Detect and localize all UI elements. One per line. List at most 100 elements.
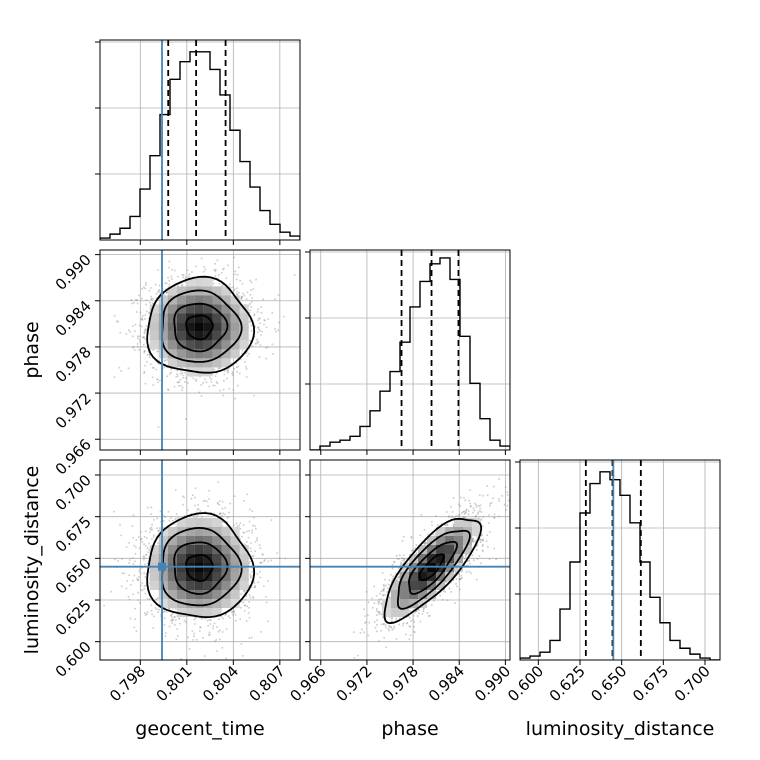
sample-point xyxy=(193,632,195,635)
sample-point xyxy=(227,264,229,267)
sample-point xyxy=(165,632,167,634)
sample-point xyxy=(236,384,239,387)
sample-point xyxy=(178,381,181,383)
sample-point xyxy=(143,572,145,574)
sample-point xyxy=(226,517,229,519)
sample-point xyxy=(188,648,191,650)
density-cell xyxy=(149,340,159,350)
sample-point xyxy=(145,613,148,615)
sample-point xyxy=(214,270,217,273)
sample-point xyxy=(183,496,185,499)
sample-point xyxy=(205,381,208,384)
sample-point xyxy=(265,357,267,360)
sample-point xyxy=(244,598,247,601)
sample-point xyxy=(225,628,228,630)
sample-point xyxy=(146,506,149,509)
sample-point xyxy=(218,512,221,515)
sample-point xyxy=(144,530,147,533)
sample-point xyxy=(233,288,236,291)
sample-point xyxy=(267,580,269,582)
sample-point xyxy=(134,330,136,332)
sample-point xyxy=(132,346,134,349)
sample-point xyxy=(141,589,144,592)
sample-point xyxy=(183,515,186,517)
sample-point xyxy=(260,561,263,564)
sample-point xyxy=(208,489,210,492)
sample-point xyxy=(250,576,252,579)
sample-point xyxy=(163,515,165,517)
sample-point xyxy=(163,366,166,368)
sample-point xyxy=(195,638,198,641)
sample-point xyxy=(240,358,242,361)
sample-point xyxy=(233,611,236,614)
sample-point xyxy=(241,295,243,298)
sample-point xyxy=(186,269,189,272)
sample-point xyxy=(165,282,168,285)
sample-point xyxy=(134,560,136,563)
sample-point xyxy=(155,368,158,371)
sample-point xyxy=(222,394,225,397)
sample-point xyxy=(171,616,173,618)
sample-point xyxy=(233,495,236,498)
sample-point xyxy=(245,368,248,370)
sample-point xyxy=(144,382,147,385)
sample-point xyxy=(221,631,224,633)
sample-point xyxy=(143,558,145,561)
sample-point xyxy=(138,536,140,538)
sample-point xyxy=(152,384,155,386)
sample-point xyxy=(262,554,264,556)
sample-point xyxy=(248,601,251,603)
sample-point xyxy=(177,285,179,287)
sample-point xyxy=(263,319,265,321)
sample-point xyxy=(215,269,217,271)
sample-point xyxy=(164,635,167,637)
sample-point xyxy=(216,259,219,262)
sample-point xyxy=(214,262,216,265)
sample-point xyxy=(218,503,221,506)
sample-point xyxy=(185,418,187,420)
sample-point xyxy=(154,607,157,609)
density-cell xyxy=(194,313,204,323)
sample-point xyxy=(152,349,155,351)
sample-point xyxy=(151,613,153,616)
sample-point xyxy=(243,294,246,297)
sample-point xyxy=(135,630,138,632)
sample-point xyxy=(148,549,151,551)
panel-content xyxy=(100,250,300,450)
sample-point xyxy=(223,267,225,270)
sample-point xyxy=(243,531,246,534)
sample-point xyxy=(251,566,254,569)
density-cell xyxy=(230,322,240,332)
sample-point xyxy=(152,367,155,369)
sample-point xyxy=(120,585,123,588)
sample-point xyxy=(208,376,211,379)
sample-point xyxy=(192,639,194,641)
sample-point xyxy=(276,552,278,554)
sample-point xyxy=(271,312,274,314)
sample-point xyxy=(259,344,262,346)
sample-point xyxy=(133,574,136,577)
sample-point xyxy=(254,525,256,528)
sample-point xyxy=(265,601,268,604)
density-cell xyxy=(203,295,213,305)
sample-point xyxy=(133,626,136,629)
sample-point xyxy=(258,544,261,546)
sample-point xyxy=(208,634,210,636)
sample-point xyxy=(251,531,253,534)
sample-point xyxy=(240,297,243,300)
sample-point xyxy=(157,530,160,532)
sample-point xyxy=(158,289,161,291)
sample-point xyxy=(259,317,261,320)
density-cell xyxy=(185,358,195,368)
sample-point xyxy=(171,622,173,624)
sample-point xyxy=(242,292,244,295)
sample-point xyxy=(208,498,210,500)
density-cell xyxy=(203,340,213,350)
sample-point xyxy=(202,500,205,503)
sample-point xyxy=(163,294,165,296)
sample-point xyxy=(259,330,261,332)
sample-point xyxy=(144,314,147,316)
sample-point xyxy=(232,286,235,288)
sample-point xyxy=(246,351,248,353)
